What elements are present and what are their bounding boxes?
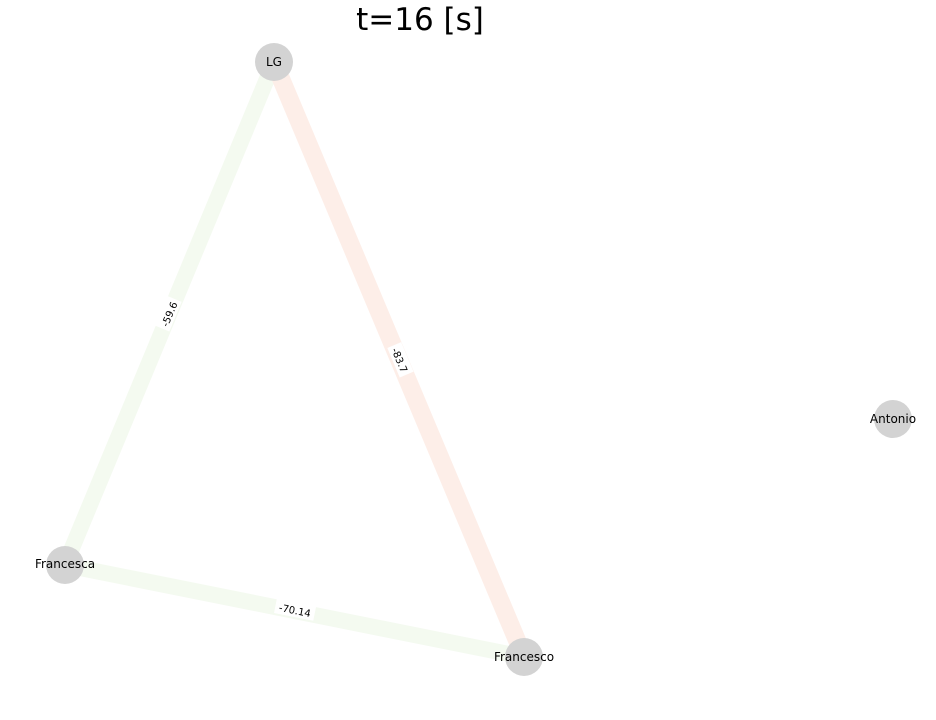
node-label: Francesca [35, 557, 95, 571]
node-francesca[interactable]: Francesca [35, 546, 95, 584]
node-label: Antonio [870, 412, 916, 426]
node-antonio[interactable]: Antonio [870, 400, 916, 438]
node-lg[interactable]: LG [255, 43, 293, 81]
node-label: LG [266, 55, 282, 69]
diagram-title: t=16 [s] [356, 2, 484, 38]
node-francesco[interactable]: Francesco [494, 638, 554, 676]
node-label: Francesco [494, 650, 554, 664]
